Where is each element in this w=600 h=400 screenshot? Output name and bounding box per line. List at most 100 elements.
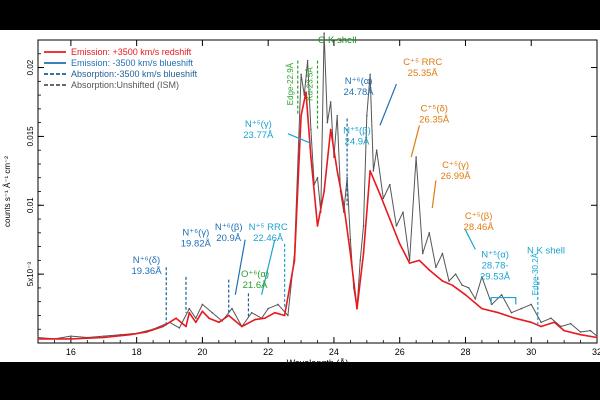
annotation-4-line-1: 23.77Å bbox=[243, 130, 274, 141]
data-point-0-1 bbox=[70, 338, 72, 340]
data-point-1-38 bbox=[349, 238, 352, 241]
data-point-1-66 bbox=[520, 307, 523, 310]
annotation-15: N⁺⁶(γ) bbox=[182, 228, 209, 239]
data-point-0-40 bbox=[464, 293, 467, 296]
annotation-8: C⁺⁵(γ) bbox=[442, 160, 469, 171]
annotation-10-line-1: 28.78- bbox=[482, 261, 509, 272]
x-tick-label-3: 22 bbox=[263, 347, 273, 357]
data-point-1-56 bbox=[441, 252, 444, 255]
data-point-0-19 bbox=[293, 259, 296, 262]
annotation-13: N⁺⁵ RRC bbox=[249, 222, 288, 233]
data-point-0-42 bbox=[497, 311, 500, 314]
data-point-0-46 bbox=[553, 321, 556, 324]
data-point-0-35 bbox=[408, 262, 411, 264]
data-point-1-11 bbox=[195, 317, 197, 320]
data-point-0-0 bbox=[37, 338, 39, 340]
data-point-1-45 bbox=[372, 170, 375, 172]
data-point-0-3 bbox=[129, 333, 131, 336]
data-point-0-32 bbox=[379, 193, 381, 196]
data-point-0-31 bbox=[369, 170, 371, 172]
x-tick-label-5: 26 bbox=[395, 347, 405, 357]
annotation-14-line-1: 20.9Å bbox=[216, 233, 241, 244]
data-point-1-74 bbox=[596, 335, 598, 337]
y-tick-label-0: 5x10⁻³ bbox=[26, 262, 35, 287]
data-point-1-47 bbox=[382, 197, 385, 200]
data-point-0-5 bbox=[162, 325, 164, 328]
annotation-16: N⁺⁶(δ) bbox=[133, 255, 160, 266]
data-point-0-30 bbox=[362, 252, 365, 255]
data-point-1-26 bbox=[310, 128, 312, 131]
annotation-2: Kα-23.5Å bbox=[306, 67, 315, 101]
x-tick-label-0: 16 bbox=[66, 347, 76, 357]
data-point-0-29 bbox=[356, 307, 358, 310]
data-point-1-37 bbox=[346, 176, 348, 179]
data-point-1-28 bbox=[316, 176, 319, 179]
data-point-1-15 bbox=[231, 307, 233, 310]
data-point-0-33 bbox=[389, 218, 391, 220]
annotation-13-line-1: 22.46Å bbox=[253, 233, 284, 244]
series-line-0 bbox=[38, 91, 598, 340]
data-point-1-64 bbox=[500, 293, 503, 296]
x-tick-label-1: 18 bbox=[132, 347, 142, 357]
annotation-5-line-1: 24.9Å bbox=[345, 137, 370, 148]
data-point-1-23 bbox=[300, 73, 302, 76]
data-point-0-11 bbox=[208, 317, 210, 320]
annotation-7: C⁺⁵(δ) bbox=[421, 104, 448, 115]
data-point-1-60 bbox=[467, 287, 470, 289]
annotation-17: O⁺⁶(α) bbox=[241, 269, 269, 280]
annotation-0: O K shell bbox=[318, 35, 357, 46]
data-point-1-34 bbox=[336, 114, 339, 117]
data-point-0-44 bbox=[530, 321, 533, 324]
annotation-3-line-1: 24.78Å bbox=[344, 87, 375, 98]
data-point-1-69 bbox=[550, 317, 552, 320]
data-point-0-34 bbox=[398, 243, 401, 245]
pointer-line-3 bbox=[431, 180, 437, 209]
data-point-0-6 bbox=[175, 317, 177, 320]
data-point-1-59 bbox=[461, 284, 463, 286]
data-point-0-12 bbox=[218, 321, 220, 324]
data-point-1-2 bbox=[70, 335, 72, 337]
bracket-n5-alpha bbox=[490, 296, 517, 305]
data-point-0-37 bbox=[428, 269, 431, 271]
data-point-1-4 bbox=[102, 335, 105, 337]
annotation-12: Edge-30.2Å bbox=[531, 252, 540, 295]
y-tick-label-1: 0.01 bbox=[26, 197, 35, 213]
data-point-1-13 bbox=[211, 311, 214, 314]
data-point-1-17 bbox=[250, 311, 253, 314]
annotation-6: C⁺⁵ RRC bbox=[403, 57, 442, 68]
x-tick-label-8: 32 bbox=[592, 347, 600, 357]
annotation-6-line-1: 25.35Å bbox=[408, 68, 439, 79]
data-point-0-25 bbox=[329, 128, 332, 131]
data-point-1-44 bbox=[369, 73, 371, 76]
data-point-1-72 bbox=[579, 331, 582, 333]
annotation-1: Edge-22.9Å bbox=[286, 62, 295, 105]
data-point-0-41 bbox=[481, 307, 483, 310]
data-point-1-54 bbox=[428, 232, 431, 234]
data-point-1-68 bbox=[540, 321, 542, 324]
x-tick-label-6: 28 bbox=[460, 347, 470, 357]
annotation-9: C⁺⁵(β) bbox=[465, 211, 493, 222]
data-point-1-31 bbox=[326, 121, 329, 124]
y-tick-label-2: 0.015 bbox=[26, 126, 35, 147]
data-point-1-25 bbox=[306, 59, 309, 62]
data-point-1-52 bbox=[415, 156, 417, 158]
data-point-1-32 bbox=[329, 101, 332, 103]
annotation-3: N⁺⁶(α) bbox=[345, 76, 373, 87]
pointer-line-5 bbox=[234, 239, 246, 295]
data-point-1-73 bbox=[589, 329, 592, 332]
data-point-1-57 bbox=[448, 280, 450, 282]
data-point-1-48 bbox=[389, 183, 391, 186]
data-point-0-15 bbox=[254, 318, 256, 321]
data-point-1-55 bbox=[435, 266, 437, 269]
x-tick-label-2: 20 bbox=[197, 347, 207, 357]
data-point-1-21 bbox=[287, 314, 289, 317]
plot-panel bbox=[0, 30, 600, 362]
data-point-0-14 bbox=[241, 325, 243, 328]
data-point-0-47 bbox=[563, 329, 565, 332]
data-point-1-20 bbox=[277, 303, 279, 306]
legend-label-1: Emission: -3500 km/s blueshift bbox=[71, 58, 194, 68]
data-point-1-42 bbox=[362, 225, 365, 227]
data-point-1-0 bbox=[37, 336, 39, 339]
data-point-1-53 bbox=[421, 252, 424, 255]
annotation-14: N⁺⁶(β) bbox=[215, 222, 243, 233]
